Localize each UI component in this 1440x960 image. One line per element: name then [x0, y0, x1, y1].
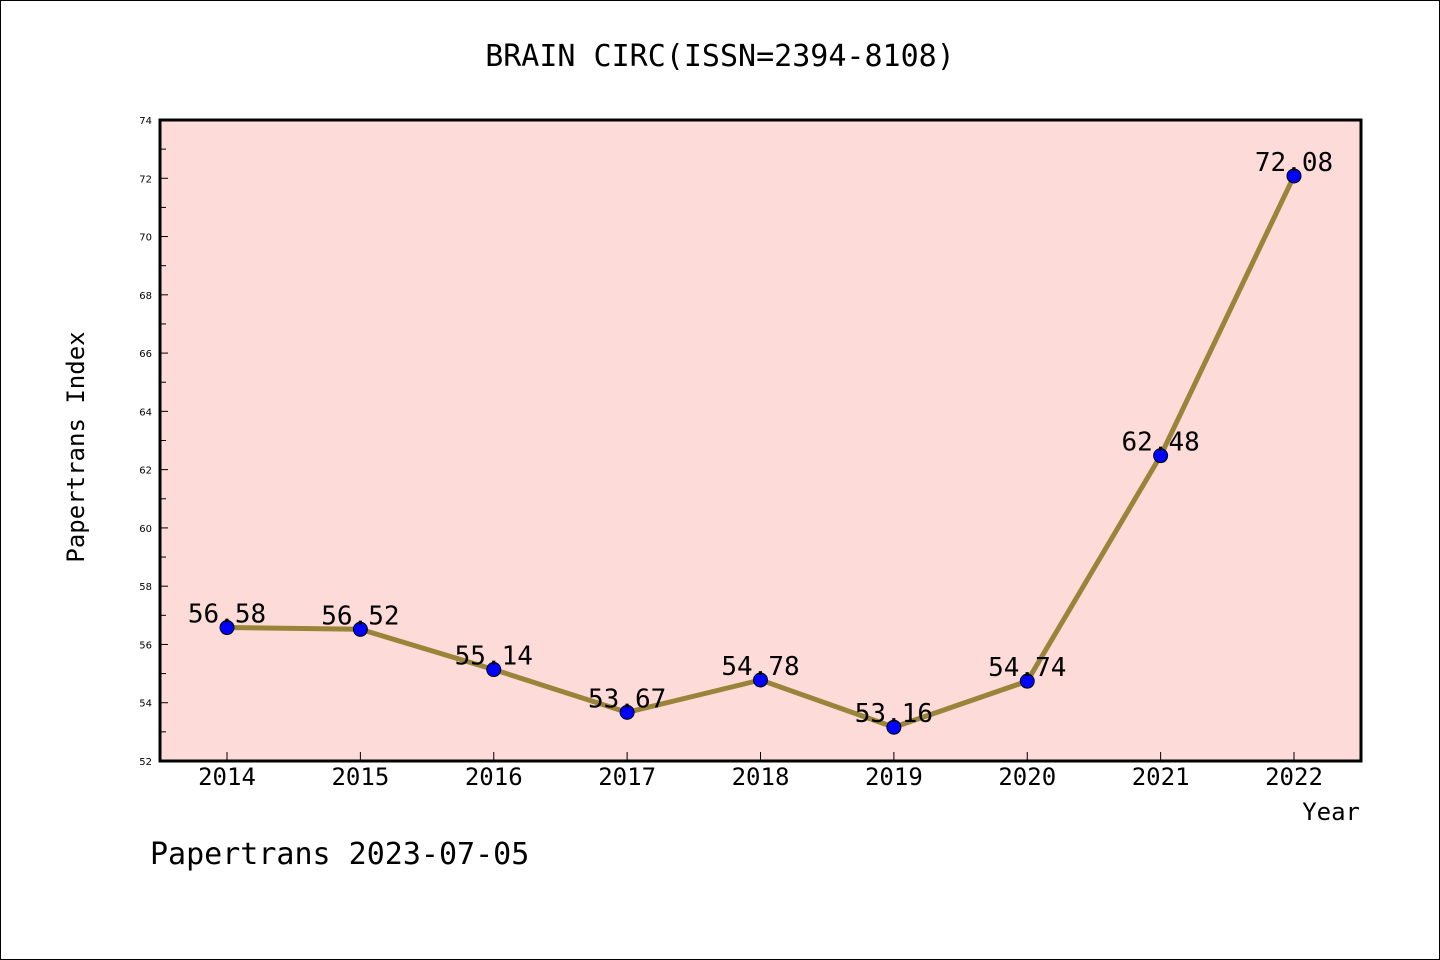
x-tick-label: 2015 [331, 763, 389, 791]
x-tick-label: 2018 [732, 763, 790, 791]
y-tick-label: 72 [139, 174, 152, 185]
data-label: 62.48 [1121, 428, 1199, 458]
data-label: 53.67 [588, 684, 666, 714]
y-tick-label: 62 [139, 466, 152, 477]
x-tick-label: 2022 [1265, 763, 1323, 791]
y-tick-label: 54 [139, 699, 152, 710]
data-point [753, 672, 768, 688]
data-point [1286, 168, 1302, 184]
data-point [352, 621, 368, 637]
data-label-layer: 56.58 56.52 55.14 53.67 54.78 53.16 54.74 62.48… [188, 148, 1333, 729]
y-axis-label: Papertrans Index [62, 331, 90, 562]
x-tick-label: 2016 [465, 763, 523, 791]
data-label: 55.14 [455, 642, 533, 672]
x-tick-label: 2017 [598, 763, 656, 791]
x-tick-label: 2014 [198, 763, 256, 791]
data-label: 53.16 [855, 699, 933, 729]
y-tick-label: 74 [139, 116, 152, 127]
y-tick-label: 60 [139, 524, 152, 535]
data-point [219, 620, 235, 636]
data-label: 56.52 [321, 601, 399, 631]
x-tick-label: 2021 [1132, 763, 1190, 791]
data-label: 72.08 [1255, 148, 1333, 178]
x-tick-label: 2019 [865, 763, 923, 791]
data-point [486, 662, 502, 678]
data-label: 54.78 [721, 652, 799, 682]
data-label: 56.58 [188, 600, 266, 630]
x-axis: 2014 2015 2016 2017 2018 2019 2020 2021 2022 [198, 752, 1323, 791]
data-point [1019, 673, 1035, 689]
y-tick-label: 56 [139, 640, 152, 651]
x-axis-label: Year [1302, 798, 1360, 826]
y-tick-label: 70 [139, 233, 152, 244]
chart-title: BRAIN CIRC(ISSN=2394-8108) [485, 39, 955, 74]
y-tick-label: 66 [139, 349, 152, 360]
y-tick-label: 52 [139, 757, 152, 768]
data-point [886, 719, 902, 735]
plot-area [160, 120, 1361, 761]
data-point [1153, 448, 1169, 464]
y-tick-label: 64 [139, 407, 152, 418]
y-tick-label: 58 [139, 582, 152, 593]
footer-text: Papertrans 2023-07-05 [150, 837, 529, 872]
series-layer [219, 168, 1302, 735]
x-tick-label: 2020 [998, 763, 1056, 791]
plot-border [158, 118, 1363, 763]
data-point [619, 704, 635, 720]
data-label: 54.74 [988, 653, 1066, 683]
y-tick-label: 68 [139, 291, 152, 302]
